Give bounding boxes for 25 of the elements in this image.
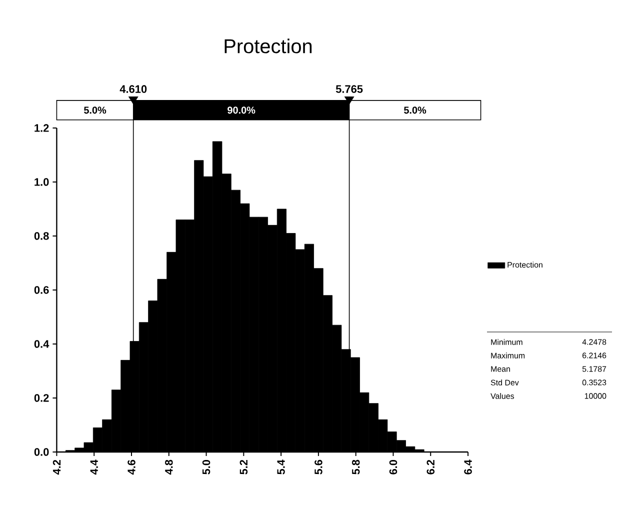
x-tick-label: 5.4 xyxy=(277,460,285,474)
x-tick-label: 4.2 xyxy=(52,460,61,475)
y-tick-label: 0.2 xyxy=(34,394,49,402)
x-tick-label: 5.0 xyxy=(202,460,210,474)
chart-title: Protection xyxy=(224,38,312,54)
x-tick-label: 6.2 xyxy=(426,460,434,474)
text: 5.0% xyxy=(404,106,426,114)
y-tick-label: 0.6 xyxy=(34,286,49,294)
x-tick-label: 5.8 xyxy=(352,460,360,474)
y-tick-label: 1.2 xyxy=(34,124,49,132)
x-tick-label: 4.8 xyxy=(165,460,173,475)
x-tick-label: 4.6 xyxy=(128,460,136,475)
ref-line-label: 5.765 xyxy=(336,85,363,93)
x-tick-label: 6.0 xyxy=(389,460,398,474)
ref-line-label: 4.610 xyxy=(120,85,147,93)
x-tick-label: 4.4 xyxy=(90,460,98,475)
y-tick-label: 1.0 xyxy=(34,178,49,186)
y-tick-label: 0.0 xyxy=(34,448,49,456)
y-tick-label: 0.8 xyxy=(34,232,49,240)
x-tick-label: 6.4 xyxy=(464,460,472,474)
x-tick-label: 5.6 xyxy=(314,460,322,474)
x-tick-label: 5.2 xyxy=(240,460,248,474)
text: 5.0% xyxy=(84,106,106,114)
y-tick-label: 0.4 xyxy=(34,340,50,348)
text: 90.0% xyxy=(228,106,256,114)
